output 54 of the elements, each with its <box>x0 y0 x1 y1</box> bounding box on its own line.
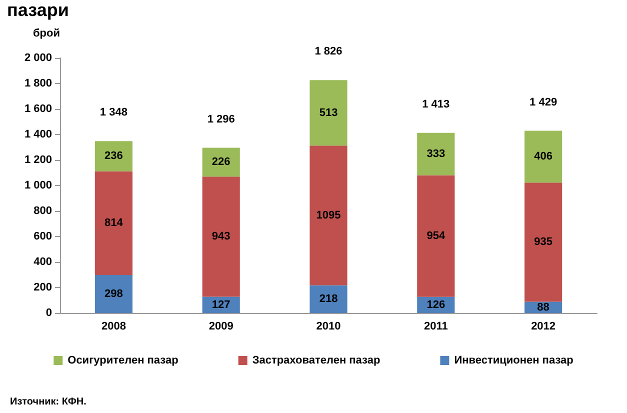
bar <box>310 146 348 286</box>
data-label: 126 <box>426 298 446 311</box>
y-tick-label: 800 <box>34 205 52 217</box>
data-label: 406 <box>534 150 552 163</box>
x-tick-label: 2009 <box>208 320 234 332</box>
total-label: 1 826 <box>314 46 342 58</box>
bar <box>94 141 132 172</box>
total-label: 1 296 <box>207 113 235 126</box>
total-label: 1 413 <box>422 98 450 110</box>
chart-title: пазари <box>7 0 69 20</box>
data-label: 1095 <box>316 209 341 222</box>
total-label: 1 348 <box>100 106 128 119</box>
x-tick-label: 2008 <box>101 320 126 332</box>
text: Източник: КФН. <box>10 396 87 408</box>
total-label: 1 429 <box>530 96 558 108</box>
y-tick-label: 1 800 <box>24 78 52 90</box>
y-axis-title: брой <box>33 28 60 40</box>
x-tick-label: 2011 <box>424 320 448 332</box>
y-tick-label: 1 400 <box>24 128 52 140</box>
y-tick-label: 1 600 <box>24 103 52 115</box>
data-label: 333 <box>426 148 446 160</box>
data-label: 226 <box>212 156 230 168</box>
y-tick-label: 600 <box>34 230 52 242</box>
bar <box>524 182 562 302</box>
bar <box>94 171 132 276</box>
y-tick-label: 200 <box>34 282 52 294</box>
y-tick-label: 0 <box>46 307 52 319</box>
y-tick-label: 1 200 <box>24 154 52 166</box>
bar <box>202 176 240 297</box>
bar <box>310 80 348 146</box>
data-label: 513 <box>319 106 338 119</box>
data-label: 814 <box>104 217 124 230</box>
data-label: 935 <box>534 236 552 248</box>
y-tick-label: 2 000 <box>24 52 52 64</box>
data-label: 127 <box>212 298 230 311</box>
y-tick-label: 400 <box>34 256 52 268</box>
bar <box>94 275 132 313</box>
x-tick-label: 2012 <box>531 320 556 332</box>
legend-label: Осигурителен пазар <box>68 354 179 366</box>
data-label: 943 <box>212 230 230 243</box>
bar <box>202 148 240 177</box>
data-label: 298 <box>104 288 123 300</box>
bar <box>417 132 455 176</box>
data-label: 218 <box>319 293 338 306</box>
legend-label: Застрахователен пазар <box>252 354 380 366</box>
data-label: 88 <box>537 301 550 314</box>
data-label: 954 <box>426 230 446 242</box>
y-tick-label: 1 000 <box>24 180 52 192</box>
bar <box>310 285 348 313</box>
legend-label: Инвестиционен пазар <box>454 354 574 366</box>
data-label: 236 <box>104 150 123 162</box>
x-tick-label: 2010 <box>316 320 341 332</box>
bar <box>524 130 562 183</box>
bar <box>417 175 455 297</box>
